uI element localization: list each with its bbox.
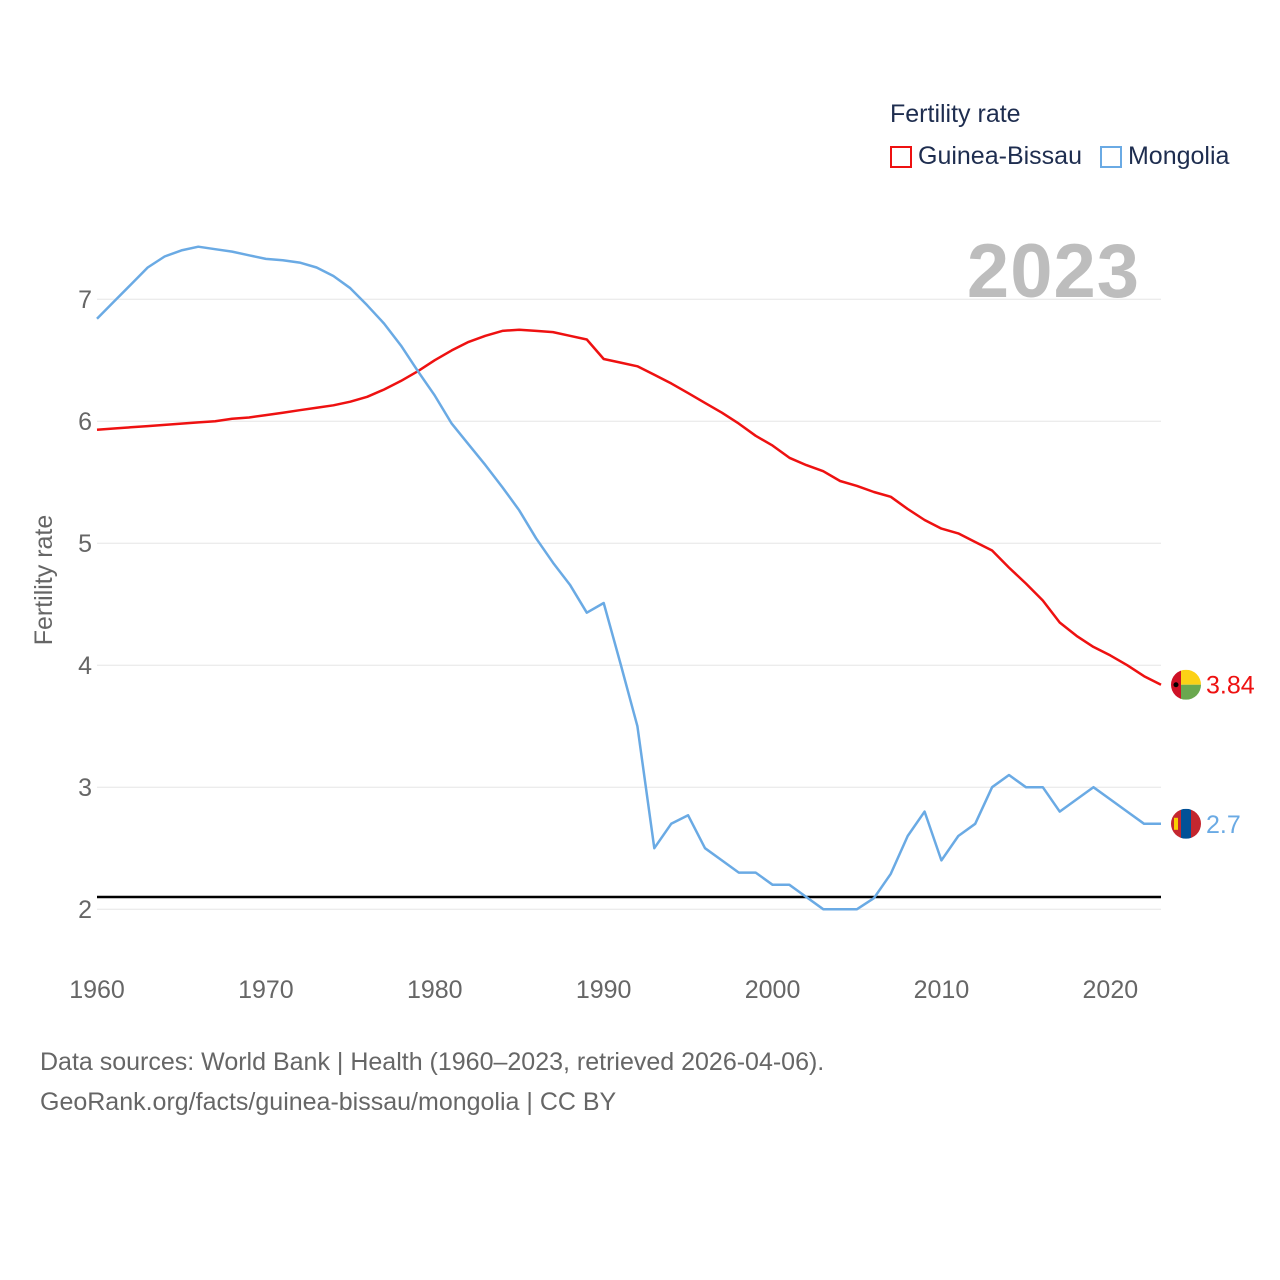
legend-label-mongolia: Mongolia [1127, 142, 1230, 170]
legend-swatch-guinea-bissau [890, 145, 912, 168]
x-tick-label: 1960 [69, 976, 125, 1004]
end-value-label-mongolia: 2.7 [1206, 811, 1241, 839]
y-tick-label: 2 [78, 896, 92, 924]
flag-marker-mongolia [1171, 808, 1201, 839]
x-tick-labels: 1960 1970 1980 1990 2000 2010 2020 [69, 976, 1138, 1004]
y-tick-labels: 2 3 4 5 6 7 [78, 286, 92, 924]
x-tick-label: 1970 [238, 976, 294, 1004]
y-tick-label: 4 [78, 652, 92, 680]
legend: Guinea-Bissau Mongolia [890, 142, 1247, 171]
x-tick-label: 1990 [576, 976, 632, 1004]
y-axis-label: Fertility rate [30, 515, 58, 646]
source-link[interactable]: GeoRank.org/facts/guinea-bissau/mongolia… [40, 1088, 617, 1116]
y-tick-label: 5 [78, 530, 92, 558]
series-lines [96, 245, 1162, 911]
x-tick-label: 2000 [745, 976, 801, 1004]
y-tick-label: 6 [78, 408, 92, 436]
x-tick-label: 1980 [407, 976, 463, 1004]
y-tick-label: 7 [78, 286, 92, 314]
series-line-mongolia [96, 245, 1161, 911]
gridlines [97, 298, 1161, 910]
x-tick-label: 2020 [1083, 976, 1139, 1004]
series-line-guinea-bissau [96, 328, 1162, 686]
legend-swatch-mongolia [1099, 145, 1122, 168]
footer: Data sources: World Bank | Health (1960–… [40, 1042, 824, 1122]
end-value-label-guinea-bissau: 3.84 [1206, 672, 1255, 700]
legend-label-guinea-bissau: Guinea-Bissau [918, 142, 1082, 170]
data-sources-text: Data sources: World Bank | Health (1960–… [40, 1048, 825, 1076]
x-tick-label: 2010 [914, 976, 970, 1004]
flag-marker-guinea-bissau [1171, 669, 1201, 700]
legend-title: Fertility rate [890, 100, 1021, 128]
legend-item-guinea-bissau[interactable]: Guinea-Bissau [890, 142, 1082, 171]
legend-item-mongolia[interactable]: Mongolia [1099, 142, 1230, 171]
end-markers: 3.84 2.7 [1171, 669, 1255, 839]
y-tick-label: 3 [78, 774, 92, 802]
year-label: 2023 [966, 229, 1140, 314]
